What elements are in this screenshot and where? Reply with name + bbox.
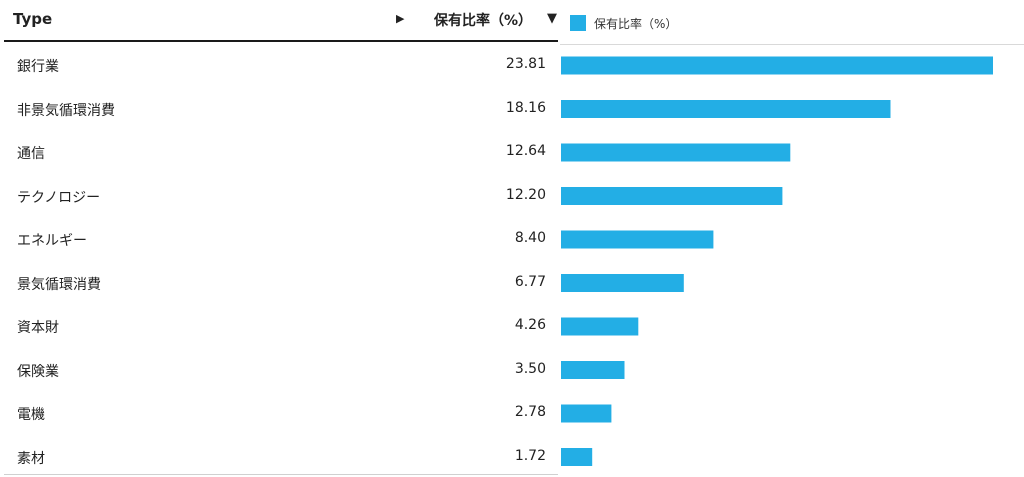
category-label: テクノロジー — [17, 189, 101, 206]
bar-4[interactable] — [561, 230, 714, 249]
value-label: 18.16 — [505, 99, 546, 116]
value-label: 12.20 — [505, 186, 546, 203]
bar-5[interactable] — [561, 274, 684, 292]
value-label: 12.64 — [505, 143, 546, 159]
bar-7[interactable] — [561, 361, 625, 379]
category-label: 素材 — [17, 450, 45, 467]
category-label: 保険業 — [17, 363, 59, 380]
value-label: 6.77 — [514, 273, 546, 290]
category-label: 電機 — [17, 407, 45, 423]
table-row: エネルギー 8.40 — [4, 218, 558, 262]
bar-0[interactable] — [561, 56, 993, 75]
value-label: 8.40 — [514, 230, 546, 246]
table-body: 銀行業 23.81 非景気循環消費 18.16 通信 12.64 テクノロジー 12.20 エネ… — [4, 44, 558, 477]
table-header: Type ▶ 保有比率（%） ▼ — [4, 0, 558, 42]
ratio-column-header[interactable]: 保有比率（%） — [434, 13, 533, 29]
bar-6[interactable] — [561, 317, 639, 336]
type-column-header[interactable]: Type — [13, 10, 53, 28]
table-row: 銀行業 23.81 — [4, 44, 558, 88]
bar-3[interactable] — [561, 187, 783, 205]
bar-1[interactable] — [561, 100, 891, 118]
table-row: 電機 2.78 — [4, 392, 558, 436]
value-label: 3.50 — [514, 360, 546, 377]
table-row: 素材 1.72 — [4, 436, 558, 477]
category-label: エネルギー — [17, 233, 87, 249]
category-label: 通信 — [17, 146, 45, 162]
legend-divider — [560, 44, 1024, 45]
table-bottom-divider — [4, 474, 558, 475]
bar-9[interactable] — [561, 448, 593, 466]
category-label: 非景気循環消費 — [17, 102, 115, 119]
bar-2[interactable] — [561, 143, 791, 162]
legend-label: 保有比率（%） — [594, 16, 678, 31]
value-label: 23.81 — [505, 56, 546, 72]
category-label: 銀行業 — [17, 59, 59, 75]
table-row: 景気循環消費 6.77 — [4, 262, 558, 306]
table-row: 保険業 3.50 — [4, 349, 558, 393]
table-row: 資本財 4.26 — [4, 305, 558, 349]
category-label: 景気循環消費 — [17, 276, 101, 293]
table-row: 非景気循環消費 18.16 — [4, 88, 558, 132]
bar-8[interactable] — [561, 404, 612, 423]
value-label: 1.72 — [514, 447, 546, 464]
category-label: 資本財 — [17, 320, 59, 336]
table-row: 通信 12.64 — [4, 131, 558, 175]
value-label: 2.78 — [514, 404, 546, 420]
chart-legend: 保有比率（%） — [570, 15, 677, 31]
sort-descending-icon[interactable]: ▼ — [547, 11, 557, 26]
value-label: 4.26 — [514, 317, 546, 333]
table-row: テクノロジー 12.20 — [4, 175, 558, 219]
sort-right-icon[interactable]: ▶ — [396, 12, 405, 25]
legend-swatch — [570, 15, 586, 31]
